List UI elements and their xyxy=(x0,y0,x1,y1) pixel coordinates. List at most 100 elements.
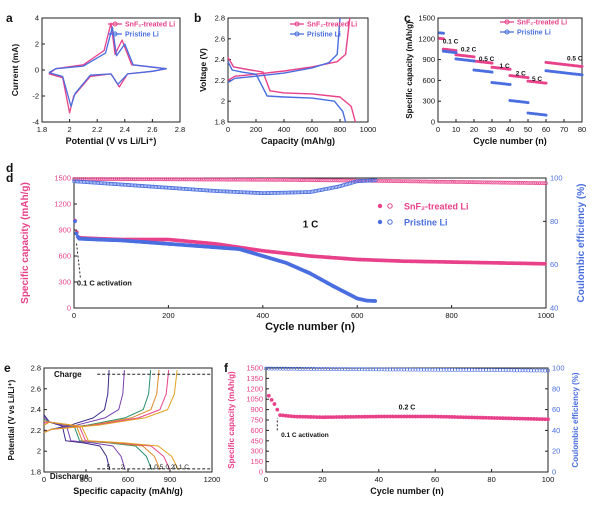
ce-point xyxy=(253,177,258,182)
ce-point xyxy=(236,177,241,182)
x-axis-label-c: Cycle number (n) xyxy=(473,136,547,146)
ce-point xyxy=(243,190,248,195)
ce-point xyxy=(298,190,303,195)
ce-point xyxy=(277,190,282,195)
ce-point xyxy=(162,185,167,190)
ce-point xyxy=(275,366,280,371)
rate-point xyxy=(508,83,512,87)
rate-label-e: 1 xyxy=(149,464,153,471)
x-tick-label-b: 200 xyxy=(250,125,263,134)
ce-point xyxy=(169,186,174,190)
ce-point xyxy=(148,184,153,189)
legend-label-d: SnF₂-treated Li xyxy=(404,202,469,212)
ce-point xyxy=(73,177,78,181)
ce-point xyxy=(121,177,125,182)
ce-point xyxy=(337,367,342,372)
capacity-point xyxy=(275,407,280,412)
ce-point xyxy=(317,367,322,371)
ce-point xyxy=(145,177,150,182)
ce-point xyxy=(483,180,488,185)
ce-point xyxy=(120,182,125,187)
ce-point xyxy=(297,190,302,195)
ce-point xyxy=(291,178,295,182)
ce-point xyxy=(160,177,165,182)
ce-point xyxy=(508,180,513,185)
ce-point xyxy=(135,183,140,188)
ce-point xyxy=(233,190,238,194)
ce-point xyxy=(425,179,429,184)
ce-point xyxy=(320,367,325,371)
ce-point xyxy=(94,180,99,185)
ce-point xyxy=(136,177,141,182)
ce-point xyxy=(101,181,106,186)
ce-point xyxy=(100,177,105,182)
y-tick-label-f: 600 xyxy=(250,426,263,435)
ce-point xyxy=(457,180,462,184)
ce-point xyxy=(140,177,144,182)
ce-point xyxy=(359,179,364,183)
y-axis-label-c: Specific capacity (mAh/g) xyxy=(405,21,414,119)
ce-point xyxy=(106,181,110,186)
y2-axis-label-f: Coulombic efficiency (%) xyxy=(571,372,580,467)
ce-point xyxy=(283,366,288,371)
ce-point xyxy=(419,179,424,184)
ce-point xyxy=(209,188,214,193)
ce-point xyxy=(149,177,154,182)
y-tick-label-f: 1200 xyxy=(246,384,263,393)
ce-point xyxy=(219,189,224,194)
x-tick-label-a: 2.6 xyxy=(147,125,157,134)
legend-marker-a xyxy=(112,21,118,27)
x-axis-label-b: Capacity (mAh/g) xyxy=(261,136,335,146)
ce-point xyxy=(281,178,286,182)
ce-point xyxy=(313,178,318,183)
ce-point xyxy=(196,177,201,182)
ce-point xyxy=(376,178,380,183)
ce-point xyxy=(292,366,297,371)
ce-point xyxy=(232,189,236,194)
ce-point xyxy=(251,190,256,195)
ce-point xyxy=(302,190,307,195)
ce-point xyxy=(308,178,312,183)
x-tick-label-b: 800 xyxy=(334,125,347,134)
ce-point xyxy=(186,187,191,192)
ce-point xyxy=(107,181,112,186)
ce-point xyxy=(242,177,246,182)
ce-point xyxy=(153,177,158,182)
ce-point xyxy=(498,180,503,185)
ce-point xyxy=(155,177,159,182)
ce-point xyxy=(444,367,449,372)
ce-point xyxy=(158,185,163,190)
ce-point xyxy=(185,177,190,182)
ce-point xyxy=(73,179,78,184)
ce-point xyxy=(394,179,399,184)
ce-point xyxy=(332,178,337,183)
x-tick-label-c: 10 xyxy=(452,125,460,134)
ce-point xyxy=(168,185,173,190)
ce-point xyxy=(447,367,452,372)
rate-label-e: 2 xyxy=(121,464,125,471)
ce-point xyxy=(117,177,122,182)
ce-point xyxy=(379,179,384,183)
ce-point xyxy=(520,368,525,373)
ce-point xyxy=(239,190,243,195)
ce-point xyxy=(171,186,176,190)
ce-point xyxy=(127,183,132,187)
y-tick-label-b: 1.8 xyxy=(215,118,225,127)
ce-point xyxy=(419,367,424,372)
y2-tick-label-f: 0 xyxy=(552,468,556,477)
ce-point xyxy=(523,181,528,185)
y2-tick-label-d: 40 xyxy=(550,304,558,313)
ce-point xyxy=(138,177,142,182)
rate-label-e: 0.1 C xyxy=(173,464,189,471)
ce-point xyxy=(209,177,214,182)
ce-point xyxy=(170,177,175,182)
legend-label-a: Pristine Li xyxy=(125,32,159,39)
ce-point xyxy=(306,178,311,183)
ce-point xyxy=(198,188,202,192)
ce-point xyxy=(427,367,432,372)
ce-point xyxy=(132,183,137,188)
ce-point xyxy=(172,186,177,191)
ce-point xyxy=(270,177,275,182)
ce-point xyxy=(438,367,443,372)
legend-label-b: Pristine Li xyxy=(307,32,341,39)
